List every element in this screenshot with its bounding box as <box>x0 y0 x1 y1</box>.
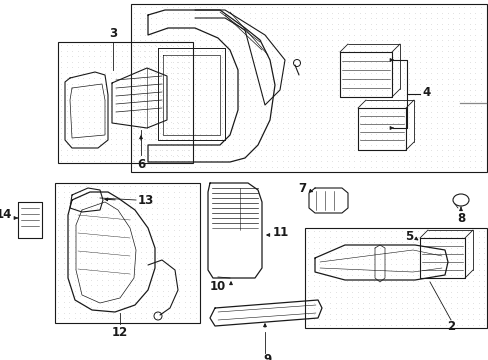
Bar <box>305 228 486 328</box>
Bar <box>58 42 193 163</box>
Text: 14: 14 <box>0 208 12 221</box>
Text: 6: 6 <box>137 158 145 171</box>
Text: 4: 4 <box>421 86 429 99</box>
Text: 1: 1 <box>487 96 488 109</box>
Text: 5: 5 <box>404 230 412 243</box>
Text: 11: 11 <box>272 226 289 239</box>
Text: 7: 7 <box>297 181 305 194</box>
Text: 13: 13 <box>138 194 154 207</box>
Text: 8: 8 <box>456 212 464 225</box>
Text: 10: 10 <box>209 280 225 293</box>
Text: 9: 9 <box>264 353 271 360</box>
Text: 12: 12 <box>112 326 128 339</box>
Bar <box>131 4 486 172</box>
Text: 2: 2 <box>446 320 454 333</box>
Text: 3: 3 <box>109 27 117 40</box>
Bar <box>55 183 200 323</box>
